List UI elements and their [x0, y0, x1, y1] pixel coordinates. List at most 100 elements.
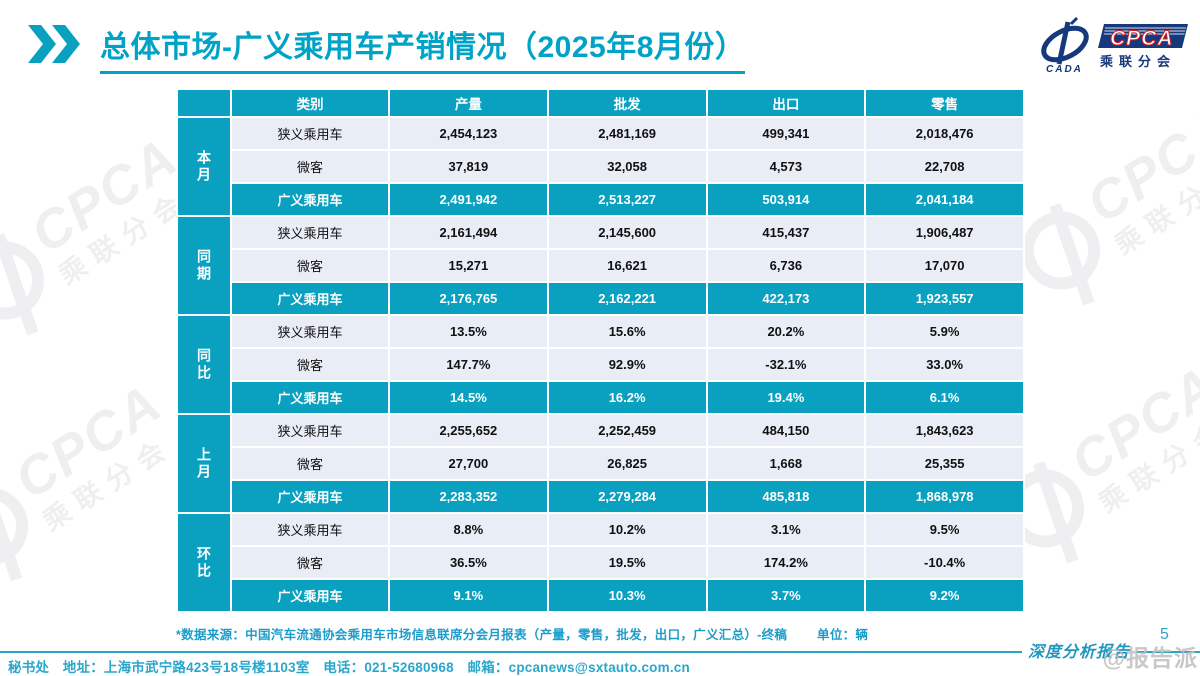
- cada-emblem-icon: CADA: [1041, 16, 1089, 74]
- value-cell: 2,491,942: [390, 184, 547, 215]
- value-cell: -10.4%: [866, 547, 1023, 578]
- category-cell: 狭义乘用车: [232, 118, 388, 149]
- value-cell: 15.6%: [548, 316, 706, 347]
- svg-text:CADA: CADA: [1046, 64, 1083, 74]
- value-cell: 17,070: [866, 250, 1023, 281]
- data-table: 类别 产量 批发 出口 零售 本月 狭义乘用车 2,454,123 2,481,169 499,…: [176, 88, 1025, 613]
- double-chevron-icon: [28, 25, 82, 68]
- table-row: 微客 15,271 16,621 6,736 17,070: [178, 250, 1023, 281]
- value-cell: 22,708: [866, 151, 1023, 182]
- value-cell: 1,923,557: [866, 283, 1023, 314]
- table-row: 环比 狭义乘用车 8.8% 10.2% 3.1% 9.5%: [178, 514, 1023, 611]
- value-cell: 2,018,476: [866, 118, 1023, 149]
- value-cell: 2,041,184: [866, 184, 1023, 215]
- value-cell: 14.5%: [390, 382, 547, 413]
- value-cell: 33.0%: [866, 349, 1023, 380]
- page-title: 总体市场-广义乘用车产销情况（2025年8月份）: [100, 22, 746, 74]
- table-row: 同期 狭义乘用车 2,161,494 2,145,600 415,437 1,906,48…: [178, 217, 1023, 314]
- source-text: *数据来源：中国汽车流通协会乘用车市场信息联席分会月报表（产量，零售，批发，出口…: [176, 628, 788, 642]
- category-cell: 微客: [232, 151, 388, 182]
- reporter-watermark: @报告派: [1102, 645, 1198, 671]
- column-header: 出口: [707, 90, 865, 116]
- row-group-label: 本月: [178, 118, 230, 215]
- table-row: 广义乘用车 2,176,765 2,162,221 422,173 1,923,557: [178, 283, 1023, 314]
- row-group-label: 同期: [178, 217, 230, 314]
- table-header: 类别 产量 批发 出口 零售: [178, 90, 1023, 116]
- value-cell: 422,173: [707, 283, 865, 314]
- value-cell: 2,454,123: [390, 118, 547, 149]
- value-cell: 9.5%: [866, 514, 1023, 545]
- value-cell: 25,355: [866, 448, 1023, 479]
- value-cell: 4,573: [707, 151, 865, 182]
- category-cell: 狭义乘用车: [232, 217, 388, 248]
- value-cell: 32,058: [548, 151, 706, 182]
- value-cell: 2,283,352: [390, 481, 547, 512]
- value-cell: 27,700: [390, 448, 547, 479]
- table-row: 广义乘用车 2,491,942 2,513,227 503,914 2,041,184: [178, 184, 1023, 215]
- value-cell: 2,161,494: [390, 217, 547, 248]
- category-cell: 广义乘用车: [232, 382, 388, 413]
- row-group-label: 环比: [178, 514, 230, 611]
- footer-contact: 秘书处 地址：上海市武宁路423号18号楼1103室 电话：021-526809…: [8, 660, 690, 675]
- value-cell: 10.3%: [548, 580, 706, 611]
- table-row: 广义乘用车 2,283,352 2,279,284 485,818 1,868,978: [178, 481, 1023, 512]
- value-cell: 147.7%: [390, 349, 547, 380]
- category-cell: 微客: [232, 349, 388, 380]
- table-row: 微客 27,700 26,825 1,668 25,355: [178, 448, 1023, 479]
- category-cell: 广义乘用车: [232, 283, 388, 314]
- row-group-label: 同比: [178, 316, 230, 413]
- value-cell: 37,819: [390, 151, 547, 182]
- column-header: 产量: [390, 90, 547, 116]
- table-row: 同比 狭义乘用车 13.5% 15.6% 20.2% 5.9%: [178, 316, 1023, 413]
- category-cell: 微客: [232, 448, 388, 479]
- value-cell: 9.1%: [390, 580, 547, 611]
- value-cell: 20.2%: [707, 316, 865, 347]
- value-cell: 19.4%: [707, 382, 865, 413]
- value-cell: 415,437: [707, 217, 865, 248]
- value-cell: 2,513,227: [548, 184, 706, 215]
- report-type-label: 深度分析报告: [1022, 637, 1137, 662]
- category-cell: 广义乘用车: [232, 481, 388, 512]
- footer-divider: [0, 651, 1200, 653]
- table-row: 广义乘用车 9.1% 10.3% 3.7% 9.2%: [178, 580, 1023, 611]
- table-row: 微客 147.7% 92.9% -32.1% 33.0%: [178, 349, 1023, 380]
- corner-cell: [178, 90, 230, 116]
- value-cell: 2,176,765: [390, 283, 547, 314]
- value-cell: 92.9%: [548, 349, 706, 380]
- table-row: 上月 狭义乘用车 2,255,652 2,252,459 484,150 1,843,62…: [178, 415, 1023, 512]
- value-cell: -32.1%: [707, 349, 865, 380]
- value-cell: 1,668: [707, 448, 865, 479]
- value-cell: 2,279,284: [548, 481, 706, 512]
- column-header: 零售: [866, 90, 1023, 116]
- column-header: 批发: [548, 90, 706, 116]
- value-cell: 16,621: [548, 250, 706, 281]
- value-cell: 36.5%: [390, 547, 547, 578]
- value-cell: 2,252,459: [548, 415, 706, 446]
- value-cell: 2,162,221: [548, 283, 706, 314]
- value-cell: 1,868,978: [866, 481, 1023, 512]
- value-cell: 5.9%: [866, 316, 1023, 347]
- value-cell: 2,481,169: [548, 118, 706, 149]
- value-cell: 15,271: [390, 250, 547, 281]
- table-row: 广义乘用车 14.5% 16.2% 19.4% 6.1%: [178, 382, 1023, 413]
- value-cell: 3.7%: [707, 580, 865, 611]
- value-cell: 13.5%: [390, 316, 547, 347]
- value-cell: 485,818: [707, 481, 865, 512]
- value-cell: 10.2%: [548, 514, 706, 545]
- value-cell: 1,906,487: [866, 217, 1023, 248]
- value-cell: 3.1%: [707, 514, 865, 545]
- category-cell: 狭义乘用车: [232, 316, 388, 347]
- category-cell: 广义乘用车: [232, 184, 388, 215]
- row-group-label: 上月: [178, 415, 230, 512]
- cpca-watermark: CPCA 乘联分会: [0, 373, 189, 584]
- value-cell: 503,914: [707, 184, 865, 215]
- data-source-note: *数据来源：中国汽车流通协会乘用车市场信息联席分会月报表（产量，零售，批发，出口…: [176, 624, 868, 643]
- value-cell: 484,150: [707, 415, 865, 446]
- cpca-watermark: CPCA 乘联分会: [0, 127, 205, 338]
- category-cell: 广义乘用车: [232, 580, 388, 611]
- value-cell: 6,736: [707, 250, 865, 281]
- value-cell: 2,145,600: [548, 217, 706, 248]
- table-row: 微客 36.5% 19.5% 174.2% -10.4%: [178, 547, 1023, 578]
- table-row: 本月 狭义乘用车 2,454,123 2,481,169 499,341 2,018,47…: [178, 118, 1023, 215]
